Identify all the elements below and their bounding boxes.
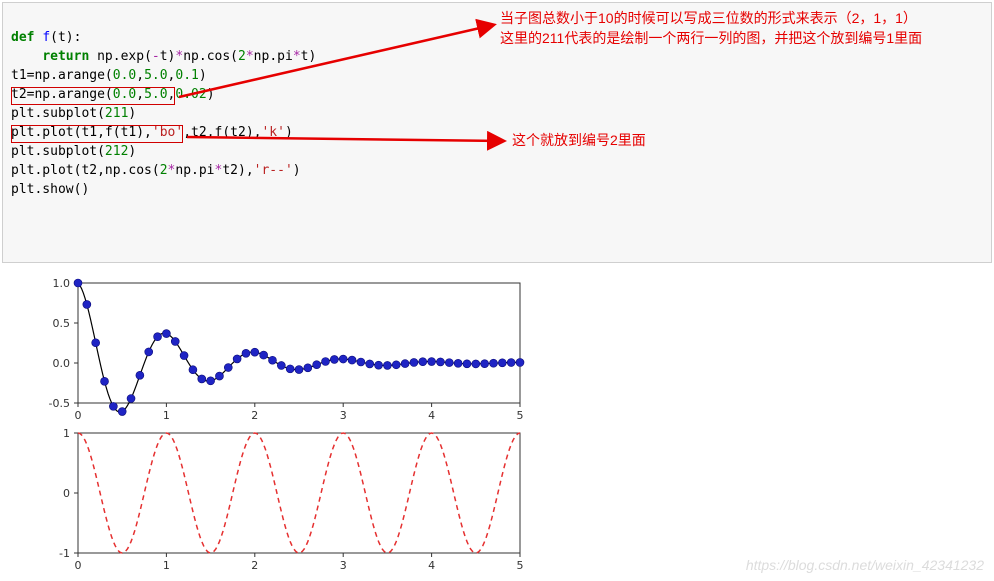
l5-pre: plt.subplot( xyxy=(11,106,105,121)
expr-t2: t) xyxy=(301,49,317,64)
svg-text:0: 0 xyxy=(75,559,82,572)
l4a: 0.0 xyxy=(113,87,136,102)
chart-svg: -0.50.00.51.0012345-101012345 xyxy=(30,275,530,581)
svg-text:1: 1 xyxy=(63,427,70,440)
svg-text:4: 4 xyxy=(428,559,435,572)
svg-text:2: 2 xyxy=(251,409,258,422)
num-2a: 2 xyxy=(238,49,246,64)
l4c: 0.02 xyxy=(175,87,206,102)
svg-text:-0.5: -0.5 xyxy=(49,397,70,410)
svg-text:1: 1 xyxy=(163,409,170,422)
svg-text:5: 5 xyxy=(517,409,524,422)
l8-pre: plt.plot(t2,np.cos( xyxy=(11,163,160,178)
l6s1: 'bo' xyxy=(152,125,183,140)
l3c: 0.1 xyxy=(175,68,198,83)
matplotlib-output: -0.50.00.51.0012345-101012345 xyxy=(30,275,994,581)
svg-text:1: 1 xyxy=(163,559,170,572)
svg-text:0.5: 0.5 xyxy=(53,317,71,330)
l3-pre: t1=np.arange( xyxy=(11,68,113,83)
l7-pre: plt.subplot( xyxy=(11,144,105,159)
annotation-subplot-211: 当子图总数小于10的时候可以写成三位数的形式来表示（2，1，1） 这里的211代… xyxy=(500,8,922,48)
svg-text:3: 3 xyxy=(340,409,347,422)
annotation-211-line2: 这里的211代表的是绘制一个两行一列的图，并把这个放到编号1里面 xyxy=(500,28,922,48)
op-neg: - xyxy=(152,49,160,64)
svg-text:4: 4 xyxy=(428,409,435,422)
l8n2: 2 xyxy=(160,163,168,178)
svg-text:0: 0 xyxy=(63,487,70,500)
svg-text:5: 5 xyxy=(517,559,524,572)
l3b: 5.0 xyxy=(144,68,167,83)
func-args: (t): xyxy=(50,30,81,45)
annotation-subplot-212: 这个就放到编号2里面 xyxy=(512,130,646,150)
pi-a: np.pi xyxy=(254,49,293,64)
l6s2: 'k' xyxy=(261,125,284,140)
kw-def: def xyxy=(11,30,34,45)
l7n: 212 xyxy=(105,144,128,159)
svg-text:2: 2 xyxy=(251,559,258,572)
l9: plt.show() xyxy=(11,182,89,197)
op-mul3: * xyxy=(293,49,301,64)
l3a: 0.0 xyxy=(113,68,136,83)
svg-text:0.0: 0.0 xyxy=(53,357,71,370)
svg-text:-1: -1 xyxy=(59,547,70,560)
func-name: f xyxy=(42,30,50,45)
svg-text:0: 0 xyxy=(75,409,82,422)
l8s: 'r--' xyxy=(254,163,293,178)
kw-return: return xyxy=(42,49,89,64)
l4b: 5.0 xyxy=(144,87,167,102)
expr-a: np.exp( xyxy=(89,49,152,64)
op-mul2: * xyxy=(246,49,254,64)
svg-text:3: 3 xyxy=(340,559,347,572)
l4-pre: t2=np.arange( xyxy=(11,87,113,102)
expr-b: np.cos( xyxy=(183,49,238,64)
l6-pre: plt.plot(t1,f(t1), xyxy=(11,125,152,140)
expr-t: t) xyxy=(160,49,176,64)
svg-text:1.0: 1.0 xyxy=(53,277,71,290)
annotation-211-line1: 当子图总数小于10的时候可以写成三位数的形式来表示（2，1，1） xyxy=(500,8,922,28)
l5n: 211 xyxy=(105,106,128,121)
watermark: https://blog.csdn.net/weixin_42341232 xyxy=(746,557,984,573)
